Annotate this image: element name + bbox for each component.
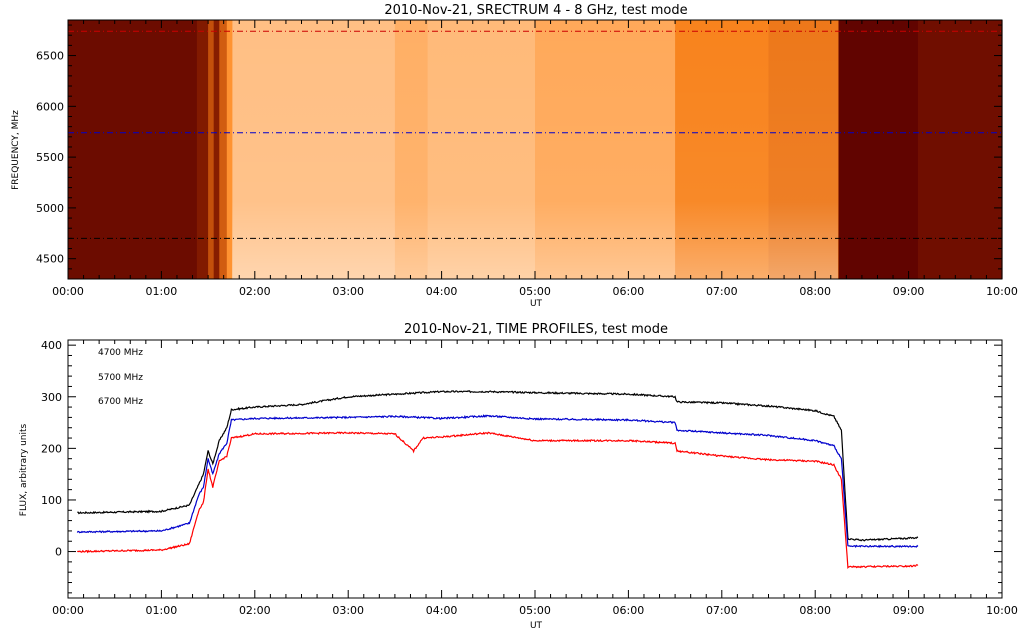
profile-legend: 4700 MHz 5700 MHz 6700 MHz	[98, 348, 143, 407]
profile-ytick-label-3: 300	[41, 391, 62, 404]
profile-ytick-label-1: 100	[41, 494, 62, 507]
series-line-5700-mhz	[76, 414, 919, 549]
profile-xtick-label-2: 02:00	[239, 604, 271, 617]
profile-frame	[67, 339, 1003, 599]
spectrum-ylabel: FREQUENCY, MHz	[11, 110, 21, 190]
spectrum-xtick-label-10: 10:00	[986, 285, 1018, 298]
profile-xtick-label-0: 00:00	[52, 604, 84, 617]
profile-xtick-label-4: 04:00	[426, 604, 458, 617]
profile-ytick-label-2: 200	[41, 442, 62, 455]
profile-xtick-label-5: 05:00	[519, 604, 551, 617]
spectrum-x-axis: 00:00 01:00 02:00 03:00 04:00 05:00 06:00 07:00…	[52, 20, 1018, 298]
spectrum-xtick-label-1: 01:00	[146, 285, 178, 298]
spectrum-xtick-label-5: 05:00	[519, 285, 551, 298]
spectrum-band-shading	[232, 20, 838, 279]
spectrum-xtick-label-7: 07:00	[706, 285, 738, 298]
spectrum-ytick-label-0: 4500	[36, 253, 64, 266]
spectrum-xtick-label-3: 03:00	[332, 285, 364, 298]
legend-entry-5700: 5700 MHz	[98, 373, 143, 383]
legend-entry-4700: 4700 MHz	[98, 348, 143, 358]
profile-ytick-label-4: 400	[41, 339, 62, 352]
series-line-4700-mhz	[77, 390, 919, 542]
heatmap-segment-5	[226, 20, 233, 279]
spectrum-y-axis: 4500 5000 5500 6000 6500	[36, 24, 1002, 270]
profile-xtick-label-6: 06:00	[613, 604, 645, 617]
profile-ytick-label-0: 0	[55, 546, 62, 559]
heatmap-segment-3	[213, 20, 220, 279]
series-line-6700-mhz	[76, 431, 919, 569]
profile-series	[76, 390, 919, 569]
spectrum-xtick-label-4: 04:00	[426, 285, 458, 298]
profile-xlabel: UT	[530, 621, 543, 631]
profile-x-axis: 00:00 01:00 02:00 03:00 04:00 05:00 06:00 07:00…	[52, 340, 1018, 617]
spectrum-xlabel: UT	[530, 299, 543, 309]
spectrum-ytick-label-3: 6000	[36, 100, 64, 113]
heatmap-segment-2	[208, 20, 215, 279]
spectrum-xtick-label-2: 02:00	[239, 285, 271, 298]
profile-title: 2010-Nov-21, TIME PROFILES, test mode	[404, 322, 668, 337]
profile-xtick-label-9: 09:00	[893, 604, 925, 617]
spectrum-panel: 2010-Nov-21, SRECTRUM 4 - 8 GHz, test mo…	[11, 3, 1018, 309]
spectrum-ytick-label-2: 5500	[36, 151, 64, 164]
profile-ylabel: FLUX, arbitrary units	[19, 423, 29, 516]
legend-entry-6700: 6700 MHz	[98, 397, 143, 407]
heatmap-segment-1	[196, 20, 209, 279]
spectrum-ytick-label-1: 5000	[36, 202, 64, 215]
spectrum-xtick-label-6: 06:00	[613, 285, 645, 298]
profile-xtick-label-8: 08:00	[799, 604, 831, 617]
heatmap-segment-13	[917, 20, 1003, 279]
profile-xtick-label-1: 01:00	[146, 604, 178, 617]
heatmap-segment-0	[68, 20, 198, 279]
profile-panel: 2010-Nov-21, TIME PROFILES, test mode 00…	[19, 322, 1018, 631]
spectrum-ytick-label-4: 6500	[36, 50, 64, 63]
heatmap-segment-12	[838, 20, 919, 279]
profile-y-axis: 0 100 200 300 400	[41, 339, 1002, 594]
heatmap-segment-4	[219, 20, 228, 279]
profile-xtick-label-10: 10:00	[986, 604, 1018, 617]
profile-xtick-label-7: 07:00	[706, 604, 738, 617]
profile-xtick-label-3: 03:00	[332, 604, 364, 617]
spectrum-xtick-label-9: 09:00	[893, 285, 925, 298]
spectrum-xtick-label-8: 08:00	[799, 285, 831, 298]
spectrum-title: 2010-Nov-21, SRECTRUM 4 - 8 GHz, test mo…	[384, 3, 687, 18]
spectrum-xtick-label-0: 00:00	[52, 285, 84, 298]
